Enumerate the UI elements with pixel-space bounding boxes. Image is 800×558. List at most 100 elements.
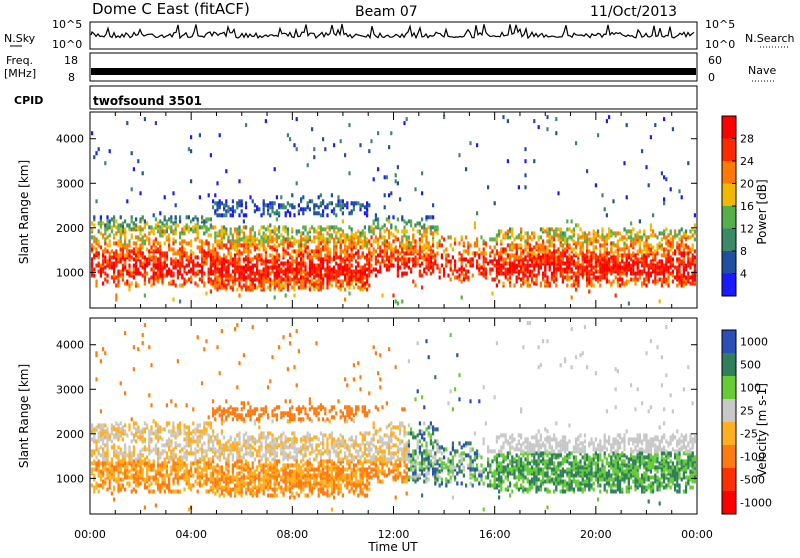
heatmap-cell [359,245,361,249]
heatmap-cell [309,255,311,259]
heatmap-cell [555,284,557,288]
heatmap-cell [421,286,423,290]
heatmap-cell [111,255,113,259]
heatmap-cell [274,286,276,290]
heatmap-cell [168,225,170,229]
heatmap-cell [263,211,265,215]
heatmap-cell [384,259,386,263]
heatmap-cell [335,231,337,235]
heatmap-cell [124,423,126,427]
heatmap-cell [192,217,194,221]
heatmap-cell [430,245,432,249]
heatmap-cell [612,270,614,274]
heatmap-cell [131,490,133,494]
heatmap-cell [170,433,172,437]
heatmap-cell [144,478,146,482]
heatmap-cell [590,278,592,282]
heatmap-cell [109,243,111,247]
heatmap-cell [131,457,133,461]
heatmap-cell [111,445,113,449]
heatmap-cell [201,225,203,229]
heatmap-cell [329,259,331,263]
heatmap-cell [150,463,152,467]
heatmap-cell [170,262,172,266]
heatmap-cell [274,272,276,276]
heatmap-cell [441,253,443,257]
heatmap-cell [575,241,577,245]
heatmap-cell [194,272,196,276]
heatmap-cell [269,245,271,249]
heatmap-cell [511,272,513,276]
heatmap-cell [529,270,531,274]
heatmap-cell [575,223,577,227]
heatmap-cell [421,225,423,229]
heatmap-cell [496,284,498,288]
heatmap-cell [555,131,557,135]
heatmap-cell [106,461,108,465]
heatmap-cell [216,463,218,467]
heatmap-cell [489,259,491,263]
heatmap-cell [274,255,276,259]
heatmap-cell [296,117,298,121]
heatmap-cell [100,274,102,278]
heatmap-cell [175,403,177,407]
heatmap-cell [146,235,148,239]
heatmap-cell [120,223,122,227]
heatmap-cell [135,217,137,221]
heatmap-cell [214,409,216,413]
heatmap-cell [375,213,377,217]
heatmap-cell [148,393,150,397]
heatmap-cell [439,268,441,272]
heatmap-cell [375,262,377,266]
heatmap-cell [95,443,97,447]
heatmap-cell [439,243,441,247]
heatmap-cell [104,259,106,263]
heatmap-cell [311,199,313,203]
heatmap-cell [527,251,529,255]
freq-trace-band [91,68,696,75]
heatmap-cell [131,187,133,191]
heatmap-cell [172,463,174,467]
heatmap-cell [549,249,551,253]
heatmap-cell [689,229,691,233]
heatmap-cell [276,209,278,213]
heatmap-cell [216,251,218,255]
heatmap-cell [637,278,639,282]
heatmap-cell [522,282,524,286]
heatmap-cell [221,443,223,447]
heatmap-cell [619,253,621,257]
heatmap-cell [104,429,106,433]
heatmap-cell [254,231,256,235]
heatmap-cell [91,468,93,472]
heatmap-cell [93,239,95,243]
heatmap-cell [170,280,172,284]
heatmap-cell [406,235,408,239]
heatmap-cell [659,272,661,276]
heatmap-cell [221,233,223,237]
heatmap-cell [274,278,276,282]
heatmap-cell [186,435,188,439]
heatmap-cell [243,219,245,223]
heatmap-cell [260,253,262,257]
heatmap-cell [148,345,150,349]
heatmap-cell [573,247,575,251]
heatmap-cell [645,272,647,276]
heatmap-cell [201,215,203,219]
heatmap-cell [555,274,557,278]
heatmap-cell [656,235,658,239]
heatmap-cell [518,233,520,237]
heatmap-cell [678,243,680,247]
heatmap-cell [172,229,174,233]
heatmap-cell [674,249,676,253]
heatmap-cell [687,245,689,249]
heatmap-cell [654,257,656,261]
heatmap-cell [469,243,471,247]
heatmap-cell [375,235,377,239]
heatmap-cell [315,203,317,207]
heatmap-cell [104,443,106,447]
heatmap-cell [595,257,597,261]
heatmap-cell [293,280,295,284]
heatmap-cell [386,217,388,221]
heatmap-cell [401,300,403,304]
heatmap-cell [406,262,408,266]
